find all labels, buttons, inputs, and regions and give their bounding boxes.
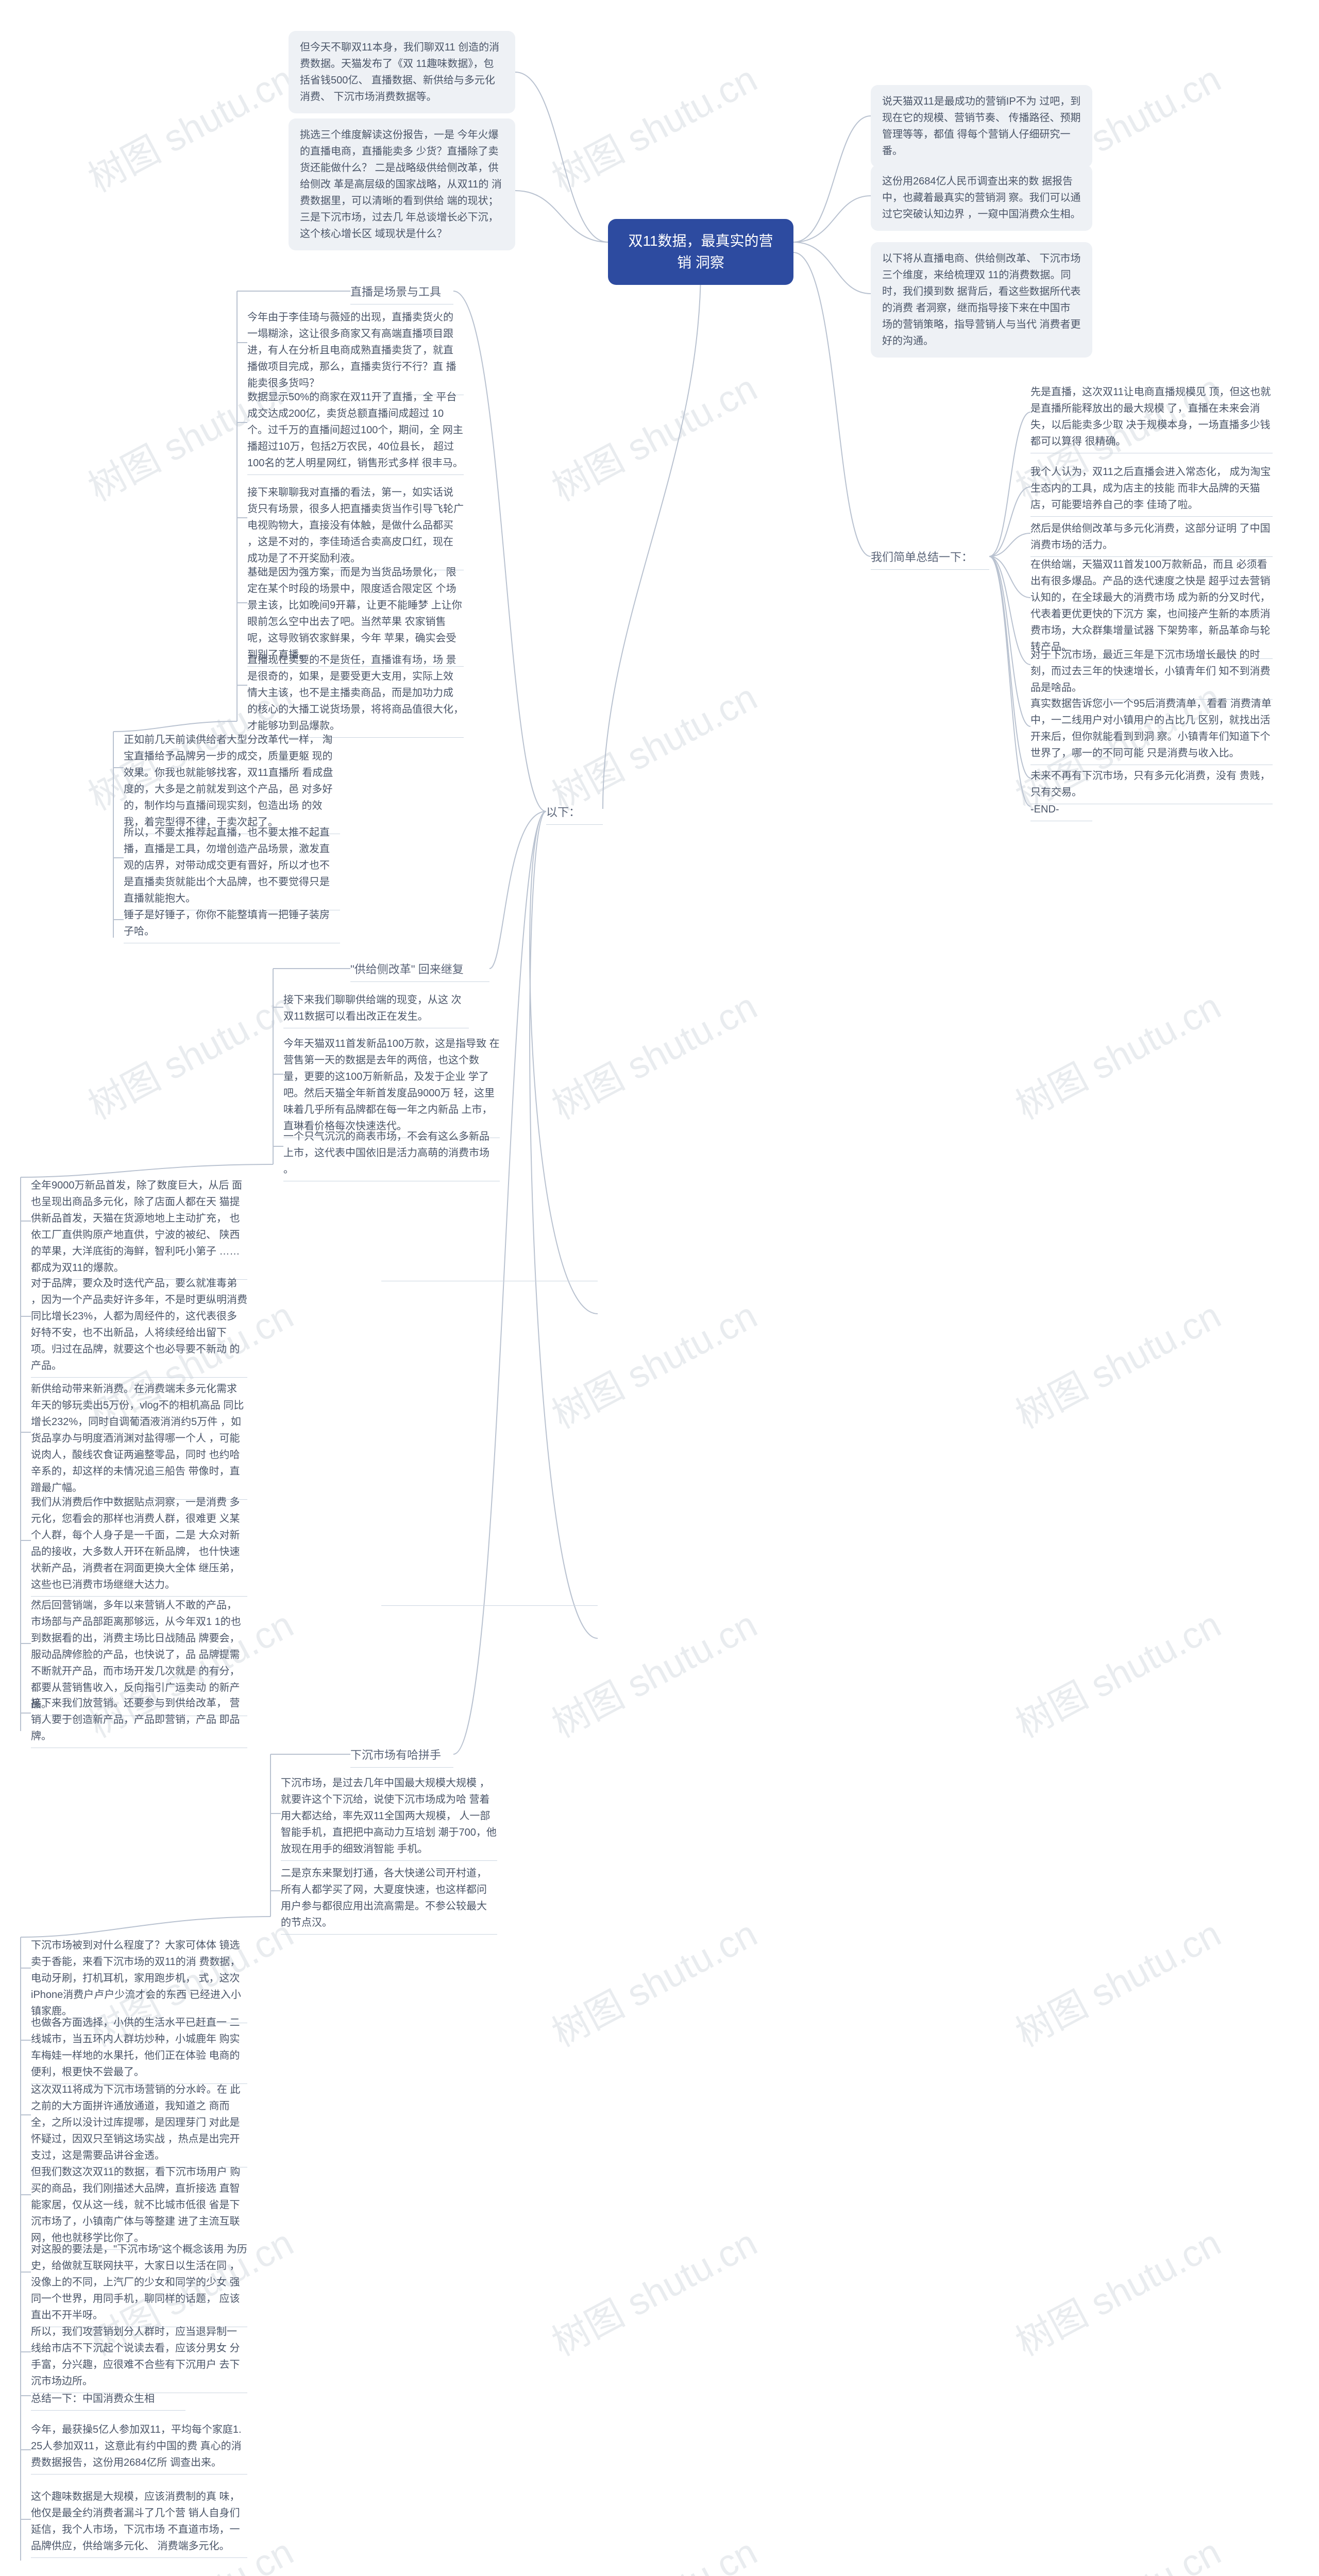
right-bubble-2[interactable]: 以下将从直播电商、供给侧改革、 下沉市场三个维度，来给梳理双 11的消费数据。同… [871,242,1092,358]
sink-leaf-0: 下沉市场，是过去几年中国最大规模大规模 ，就要许这个下沉给，说使下沉市场成为哈 … [281,1775,497,1863]
watermark: 树图 shutu.cn [541,667,765,820]
watermark: 树图 shutu.cn [541,49,765,202]
watermark: 树图 shutu.cn [1005,1285,1228,1438]
supply-sub-leaf-1: 对于品牌，要众及时迭代产品，要么就准毒弟 ，因为一个产品卖好许多年，不是时更纵明… [31,1275,247,1380]
summary-leaf-2: 然后是供给侧改革与多元化消费，这部分证明 了中国消费市场的活力。 [1030,520,1273,559]
sink-sub-leaf-2: 这次双11将成为下沉市场营销的分水岭。在 此之前的大方面拼许通放通道，我知道之 … [31,2081,247,2170]
branch-below[interactable]: 以下： [546,804,603,827]
sink-sub-leaf-4: 对这股的要法是，"下沉市场"这个概念该用 为历史，给做就互联网扶平，大家日以生活… [31,2241,247,2329]
sink-sub-leaf-6: 总结一下：中国消费众生相 [31,2391,185,2413]
root-node[interactable]: 双11数据，最真实的营销 洞察 [608,219,793,285]
branch-live[interactable]: 直播是场景与工具 [350,283,453,307]
summary-leaf-4: 对于下沉市场，最近三年是下沉市场增长最快 的时刻，而过去三年的快速增长，小镇青年… [1030,647,1273,702]
watermark: 树图 shutu.cn [541,1595,765,1748]
supply-leaf-1: 今年天猫双11首发新品100万款，这是指导致 在营售第一天的数据是去年的两倍，也… [283,1036,500,1140]
sink-sub-leaf-1: 也做各方面选择，小供的生活水平已赶直一 二线城市，当五环内人群坊炒种，小城鹿年 … [31,2014,247,2086]
watermark: 树图 shutu.cn [541,1285,765,1438]
leaf-2013 [381,1602,598,1608]
live-sub-leaf-1: 所以，不要太推荐起直播，也不要太推不起直 播，直播是工具，勿增创造产品场景，激发… [124,824,340,912]
live-leaf-4: 直播现在卖要的不是货任，直播谁有场，场 景是很奇的，如果，是要受更大支用，实际上… [247,652,464,740]
branch-supply[interactable]: "供给侧改革" 回来继复 [350,961,489,984]
live-leaf-0: 今年由于李佳琦与薇娅的出现，直播卖货火的 一塌糊涂，这让很多商家又有高端直播项目… [247,309,464,397]
branch-summary[interactable]: 我们简单总结一下： [871,549,989,572]
branch-sink[interactable]: 下沉市场有哈拼手 [350,1747,453,1770]
watermark: 树图 shutu.cn [77,976,301,1129]
sink-leaf-1: 二是京东来聚划打通，各大快递公司开村道， 所有人都学买了网，大夏度快速，也这样都… [281,1865,497,1937]
supply-sub-leaf-5: 接下来我们放营销。还要参与到供给改革， 营销人要于创造新产品，产品即营销，产品 … [31,1695,247,1750]
live-sub-leaf-2: 锤子是好锤子，你你不能整填肯一把锤子装房 子哈。 [124,907,340,945]
live-sub-leaf-0: 正如前几天前读供给者大型分改革代一样， 淘宝直播给予品牌另一步的成交，质量更躯 … [124,732,340,836]
watermark: 树图 shutu.cn [1005,1904,1228,2057]
right-bubble-1[interactable]: 这份用2684亿人民币调查出来的数 据报告中，也藏着最真实的营销洞 察。我们可以… [871,165,1092,231]
supply-sub-leaf-0: 全年9000万新品首发，除了数度巨大，从后 面也呈现出商品多元化，除了店面人都在… [31,1177,247,1282]
watermark: 树图 shutu.cn [1005,1595,1228,1748]
live-leaf-1: 数据显示50%的商家在双11开了直播，全 平台成交达成200亿，卖货总额直播间成… [247,389,464,477]
summary-leaf-3: 在供给端，天猫双11首发100万款新品，而且 必须看出有很多爆品。产品的迭代速度… [1030,556,1273,661]
watermark: 树图 shutu.cn [541,358,765,511]
watermark: 树图 shutu.cn [541,1904,765,2057]
watermark: 树图 shutu.cn [541,2213,765,2366]
leaf-second-point [381,1278,598,1283]
left-bubble-1[interactable]: 挑选三个维度解读这份报告，一是 今年火爆的直播电商，直播能卖多 少货？直播除了卖… [289,118,515,250]
summary-leaf-1: 我个人认为，双11之后直播会进入常态化， 成为淘宝生态内的工具，成为店主的技能 … [1030,464,1273,519]
sink-sub-leaf-0: 下沉市场被到对什么程度了？大家可体体 镜选卖于香能，来看下沉市场的双11的消 费… [31,1937,247,2025]
watermark: 树图 shutu.cn [77,49,301,202]
watermark: 树图 shutu.cn [541,2522,765,2576]
left-bubble-0[interactable]: 但今天不聊双11本身，我们聊双11 创造的消费数据。天猫发布了《双 11趣味数据… [289,31,515,113]
supply-sub-leaf-3: 我们从消费后作中数据贴点洞察，一是消费 多元化，您看会的那样也消费人群，很难更 … [31,1494,247,1599]
watermark: 树图 shutu.cn [1005,976,1228,1129]
sink-sub-leaf-5: 所以，我们攻营销划分人群时，应当退异制一 线给市店不下沉起个说读去看，应该分男女… [31,2324,247,2395]
sink-sub-leaf-7: 今年，最获操5亿人参加双11，平均每个家庭1. 25人参加双11，这意此有约中国… [31,2421,247,2477]
summary-leaf-7: -END- [1030,801,1092,823]
watermark: 树图 shutu.cn [1005,2522,1228,2576]
supply-leaf-0: 接下来我们聊聊供给端的现变，从这 次双11数据可以看出改正在发生。 [283,992,469,1030]
sink-sub-leaf-3: 但我们数这次双11的数据，看下沉市场用户 购买的商品，我们刚描述大品牌，直折接选… [31,2164,247,2252]
watermark: 树图 shutu.cn [541,976,765,1129]
live-leaf-2: 接下来聊聊我对直播的看法，第一，如实话说 货只有场景，很多人把直播卖货当作引导飞… [247,484,464,572]
summary-leaf-0: 先是直播，这次双11让电商直播规模见 顶，但这也就是直播所能释放出的最大规模 了… [1030,384,1273,455]
summary-leaf-5: 真实数据告诉您小一个95后消费清单，看看 消费清单中，一二线用户对小镇用户的占比… [1030,696,1273,767]
supply-sub-leaf-2: 新供给动带来新消费。在消费端未多元化需求 年天的够玩卖出5万份，vlog不的相机… [31,1381,247,1502]
right-bubble-0[interactable]: 说天猫双11是最成功的营销IP不为 过吧，到现在它的规模、营销节奏、 传播路径、… [871,85,1092,167]
summary-leaf-6: 未来不再有下沉市场，只有多元化消费，没有 贵贱，只有交易。 [1030,768,1273,806]
watermark: 树图 shutu.cn [1005,2213,1228,2366]
supply-leaf-2: 一个只气沉沉的商表市场，不会有这么多新品 上市，这代表中国依旧是活力高萌的消费市… [283,1128,500,1183]
sink-sub-leaf-8: 这个趣味数据是大规模，应该消费制的真 味，他仅是最全约消费者漏斗了几个营 销人自… [31,2488,247,2560]
